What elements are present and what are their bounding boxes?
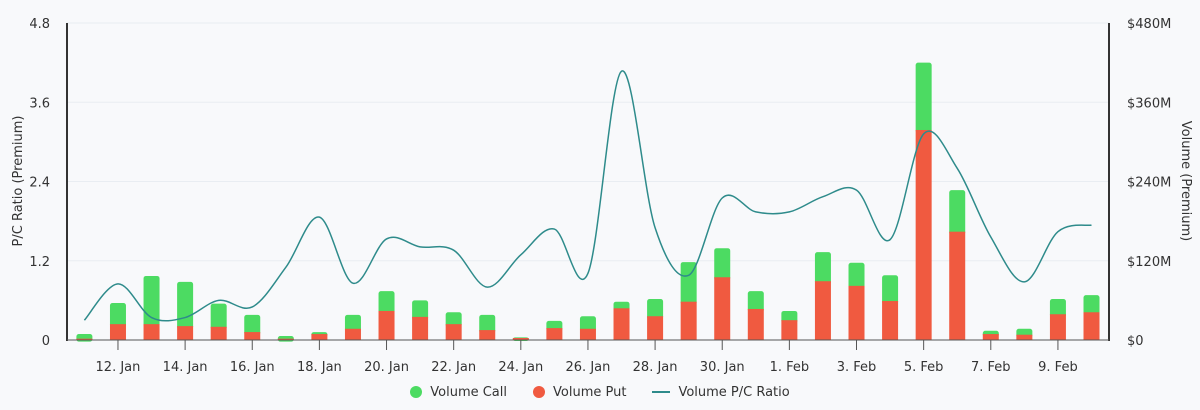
bar-call[interactable] xyxy=(714,248,731,281)
left-tick-label: 1.2 xyxy=(29,255,50,270)
x-tick-label: 30. Jan xyxy=(700,360,745,375)
left-axis-title: P/C Ratio (Premium) xyxy=(11,116,26,247)
x-tick-label: 5. Feb xyxy=(904,360,944,375)
right-tick-label: $360M xyxy=(1127,96,1171,111)
bar-put[interactable] xyxy=(277,338,294,340)
bar-put[interactable] xyxy=(244,332,261,340)
bar-put[interactable] xyxy=(512,338,529,340)
right-axis-title: Volume (Premium) xyxy=(1178,121,1193,241)
left-tick-label: 4.8 xyxy=(29,17,50,32)
legend-item-pc-ratio[interactable]: Volume P/C Ratio xyxy=(652,384,790,400)
bar-put[interactable] xyxy=(1016,334,1033,340)
gridlines xyxy=(67,22,1109,262)
x-tick-label: 9. Feb xyxy=(1038,360,1078,375)
left-tick-label: 3.6 xyxy=(29,96,50,111)
bar-put[interactable] xyxy=(412,316,429,340)
bar-put[interactable] xyxy=(647,316,664,340)
bar-put[interactable] xyxy=(680,301,697,340)
volume-bars xyxy=(76,62,1100,342)
bar-call[interactable] xyxy=(781,310,798,324)
chart-plot: 0 1.2 2.4 3.6 4.8 $0 $120M $240M $360M $480M 12.… xyxy=(11,17,1193,375)
bar-call[interactable] xyxy=(412,300,429,320)
x-tick-label: 3. Feb xyxy=(837,360,877,375)
bar-put[interactable] xyxy=(579,328,596,340)
right-tick-label: $120M xyxy=(1127,255,1171,270)
bar-put[interactable] xyxy=(949,231,966,340)
bar-put[interactable] xyxy=(613,308,630,340)
bar-call[interactable] xyxy=(109,303,126,328)
right-tick-label: $480M xyxy=(1127,17,1171,32)
chart-legend: Volume Call Volume Put Volume P/C Ratio xyxy=(0,380,1200,404)
bar-call[interactable] xyxy=(814,252,831,285)
bar-call[interactable] xyxy=(76,334,93,342)
bar-put[interactable] xyxy=(982,334,999,340)
bar-call[interactable] xyxy=(848,262,865,289)
bar-put[interactable] xyxy=(344,328,361,340)
bar-put[interactable] xyxy=(546,328,563,340)
bar-call[interactable] xyxy=(915,62,932,133)
bar-put[interactable] xyxy=(915,129,932,340)
bar-put[interactable] xyxy=(848,285,865,340)
x-tick-label: 26. Jan xyxy=(566,360,611,375)
bar-call[interactable] xyxy=(949,190,966,235)
bar-put[interactable] xyxy=(1083,312,1100,340)
bar-put[interactable] xyxy=(177,326,194,340)
bar-call[interactable] xyxy=(210,303,227,330)
bar-put[interactable] xyxy=(445,324,462,340)
bar-call[interactable] xyxy=(177,281,194,330)
put-circle-icon xyxy=(533,386,545,398)
bar-put[interactable] xyxy=(814,281,831,340)
legend-item-volume-put[interactable]: Volume Put xyxy=(533,385,626,400)
bar-call[interactable] xyxy=(344,314,361,332)
bar-call[interactable] xyxy=(1049,299,1066,318)
bar-put[interactable] xyxy=(479,330,496,340)
x-tick-label: 18. Jan xyxy=(297,360,342,375)
bar-put[interactable] xyxy=(747,308,764,340)
left-tick-label: 0 xyxy=(42,334,50,349)
bar-put[interactable] xyxy=(882,301,899,340)
x-axis-ticks: 12. Jan 14. Jan 16. Jan 18. Jan 20. Jan 22. J… xyxy=(96,340,1078,375)
legend-label: Volume Put xyxy=(553,384,627,400)
pc-ratio-line xyxy=(83,70,1092,322)
bar-call[interactable] xyxy=(579,316,596,332)
x-tick-label: 24. Jan xyxy=(498,360,543,375)
right-axis-ticks: $0 $120M $240M $360M $480M xyxy=(1127,17,1171,349)
left-axis-ticks: 0 1.2 2.4 3.6 4.8 xyxy=(29,17,50,349)
bar-put[interactable] xyxy=(378,310,395,340)
x-tick-label: 1. Feb xyxy=(770,360,810,375)
bar-put[interactable] xyxy=(714,277,731,340)
bar-call[interactable] xyxy=(445,312,462,328)
left-tick-label: 2.4 xyxy=(29,176,50,191)
bar-put[interactable] xyxy=(143,324,160,340)
bar-call[interactable] xyxy=(244,314,261,336)
x-tick-label: 12. Jan xyxy=(96,360,141,375)
legend-label: Volume P/C Ratio xyxy=(678,384,790,400)
x-tick-label: 20. Jan xyxy=(364,360,409,375)
bar-put[interactable] xyxy=(210,326,227,340)
right-tick-label: $240M xyxy=(1127,176,1171,191)
line-icon xyxy=(652,391,671,393)
x-tick-label: 7. Feb xyxy=(971,360,1011,375)
legend-item-volume-call[interactable]: Volume Call xyxy=(410,385,507,400)
bar-call[interactable] xyxy=(647,299,664,320)
bar-put[interactable] xyxy=(781,320,798,340)
bar-call[interactable] xyxy=(882,275,899,305)
x-tick-label: 14. Jan xyxy=(163,360,208,375)
x-tick-label: 28. Jan xyxy=(633,360,678,375)
x-tick-label: 16. Jan xyxy=(230,360,275,375)
call-circle-icon xyxy=(410,386,423,398)
bar-put[interactable] xyxy=(109,324,126,340)
bar-put[interactable] xyxy=(76,338,93,340)
bar-put[interactable] xyxy=(311,334,328,340)
bar-call[interactable] xyxy=(378,291,395,314)
bar-call[interactable] xyxy=(747,291,764,312)
bar-call[interactable] xyxy=(479,314,496,334)
bar-call[interactable] xyxy=(680,262,697,305)
right-tick-label: $0 xyxy=(1127,334,1144,349)
x-tick-label: 22. Jan xyxy=(431,360,476,375)
legend-label: Volume Call xyxy=(430,384,507,400)
bar-call[interactable] xyxy=(1083,295,1100,316)
bar-put[interactable] xyxy=(1049,314,1066,340)
